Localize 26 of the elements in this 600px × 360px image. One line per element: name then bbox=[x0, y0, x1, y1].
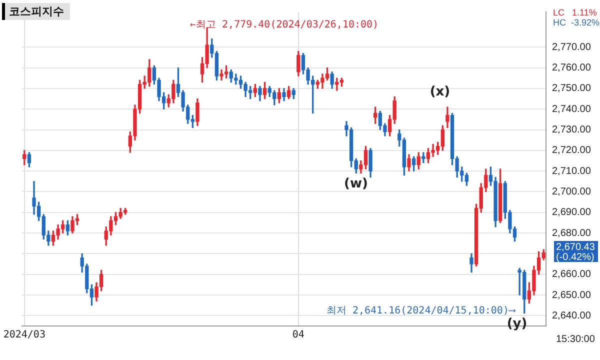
annotation: (y) bbox=[506, 316, 528, 332]
annotation: 최저 2,641.16(2024/04/15,10:00)⟶ bbox=[326, 306, 516, 317]
x-tick-label: 04 bbox=[292, 330, 304, 341]
annotation: ←최고 2,779.40(2024/03/26,10:00) bbox=[190, 20, 379, 31]
annotation: (w) bbox=[344, 176, 368, 192]
annotation: (x) bbox=[430, 84, 450, 100]
y-tick-label: 2,740.00 bbox=[552, 104, 592, 115]
y-tick-label: 2,680.00 bbox=[552, 228, 592, 239]
y-tick-label: 2,730.00 bbox=[552, 124, 592, 136]
y-tick-label: 2,750.00 bbox=[552, 83, 592, 94]
y-tick-label: 2,700.00 bbox=[552, 186, 592, 198]
text: 15:30:00 bbox=[556, 334, 596, 345]
y-tick-label: 2,720.00 bbox=[552, 145, 592, 156]
text: 2,670.43 bbox=[556, 242, 596, 253]
y-tick-label: 2,650.00 bbox=[552, 290, 592, 301]
y-tick-label: 2,640.00 bbox=[552, 310, 592, 322]
text: LC 1.11% bbox=[553, 7, 597, 18]
y-tick-label: 2,770.00 bbox=[552, 42, 592, 53]
y-tick-label: 2,690.00 bbox=[552, 207, 592, 218]
y-tick-label: 2,710.00 bbox=[552, 166, 592, 177]
y-tick-label: 2,660.00 bbox=[552, 269, 592, 280]
chart-title: 코스피지수 bbox=[2, 3, 70, 20]
text: HC -3.92% bbox=[553, 17, 600, 28]
text: (-0.42%) bbox=[556, 252, 594, 263]
y-tick-label: 2,760.00 bbox=[552, 62, 592, 74]
x-tick-label: 2024/03 bbox=[3, 330, 46, 341]
